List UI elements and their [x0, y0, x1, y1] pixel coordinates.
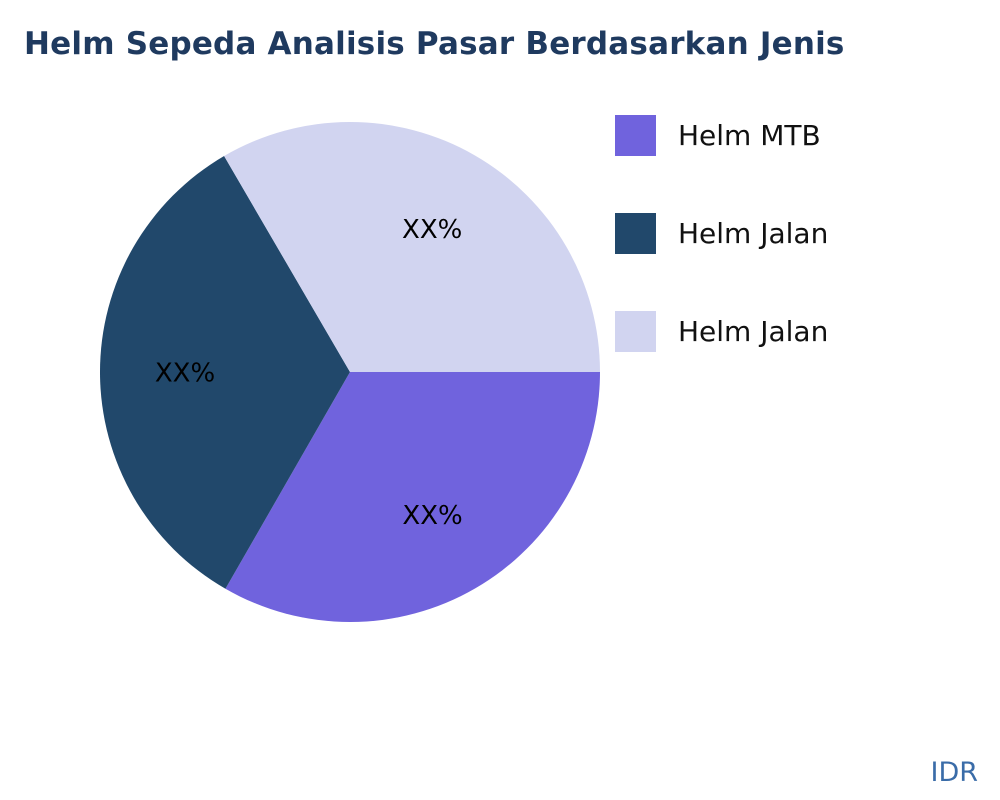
legend-item-helm-jalan-dark: Helm Jalan [615, 213, 828, 254]
legend-label-helm-jalan-dark: Helm Jalan [678, 217, 829, 250]
chart-title: Helm Sepeda Analisis Pasar Berdasarkan J… [24, 26, 845, 62]
legend-label-helm-jalan-light: Helm Jalan [678, 315, 829, 348]
pie-slice [225, 372, 600, 623]
pie-slice-label: XX% [402, 215, 462, 245]
legend-swatch-helm-jalan-dark [615, 213, 656, 254]
legend-swatch-helm-mtb [615, 115, 656, 156]
legend: Helm MTB Helm Jalan Helm Jalan [615, 115, 828, 352]
legend-item-helm-mtb: Helm MTB [615, 115, 828, 156]
pie-slice [99, 156, 350, 589]
legend-swatch-helm-jalan-light [615, 311, 656, 352]
legend-item-helm-jalan-light: Helm Jalan [615, 311, 828, 352]
currency-label: IDR [930, 757, 978, 788]
pie-slice-label: XX% [155, 359, 215, 389]
legend-label-helm-mtb: Helm MTB [678, 119, 821, 152]
pie-slice-label: XX% [402, 501, 462, 531]
pie-slice [224, 121, 600, 372]
